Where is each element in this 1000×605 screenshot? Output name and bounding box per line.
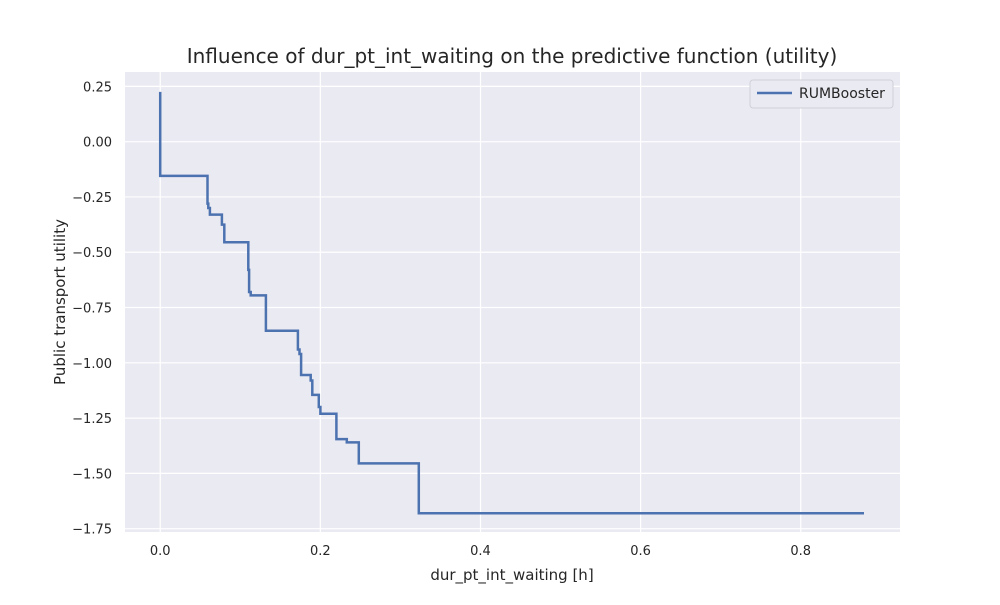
y-axis-label: Public transport utility <box>51 219 69 385</box>
x-tick-label: 0.6 <box>630 544 651 559</box>
grid-lines <box>125 72 900 532</box>
x-tick-label: 0.4 <box>470 544 491 559</box>
legend-label: RUMBooster <box>799 86 885 102</box>
y-tick-label: 0.00 <box>83 136 112 151</box>
y-tick-label: −1.75 <box>72 523 112 538</box>
y-tick-label: 0.25 <box>83 80 112 95</box>
x-tick-label: 0.0 <box>150 544 171 559</box>
chart-title: Influence of dur_pt_int_waiting on the p… <box>187 44 838 68</box>
x-tick-label: 0.2 <box>310 544 331 559</box>
y-tick-label: −1.00 <box>72 357 112 372</box>
y-tick-label: −0.50 <box>72 246 112 261</box>
series-layer <box>158 91 864 515</box>
legend: RUMBooster <box>749 79 894 109</box>
y-tick-label: −0.75 <box>72 302 112 317</box>
x-tick-label: 0.8 <box>790 544 811 559</box>
y-tick-label: −0.25 <box>72 191 112 206</box>
plot-background <box>125 72 900 532</box>
y-tick-label: −1.50 <box>72 467 112 482</box>
x-axis-label: dur_pt_int_waiting [h] <box>430 566 593 585</box>
series-line-rumbooster <box>158 91 864 515</box>
y-tick-label: −1.25 <box>72 412 112 427</box>
tick-labels: 0.0 0.2 0.4 0.6 0.8 0.25 0.00 −0.25 −0.50 −0.75 −1… <box>72 80 811 559</box>
legend-box <box>749 79 894 109</box>
